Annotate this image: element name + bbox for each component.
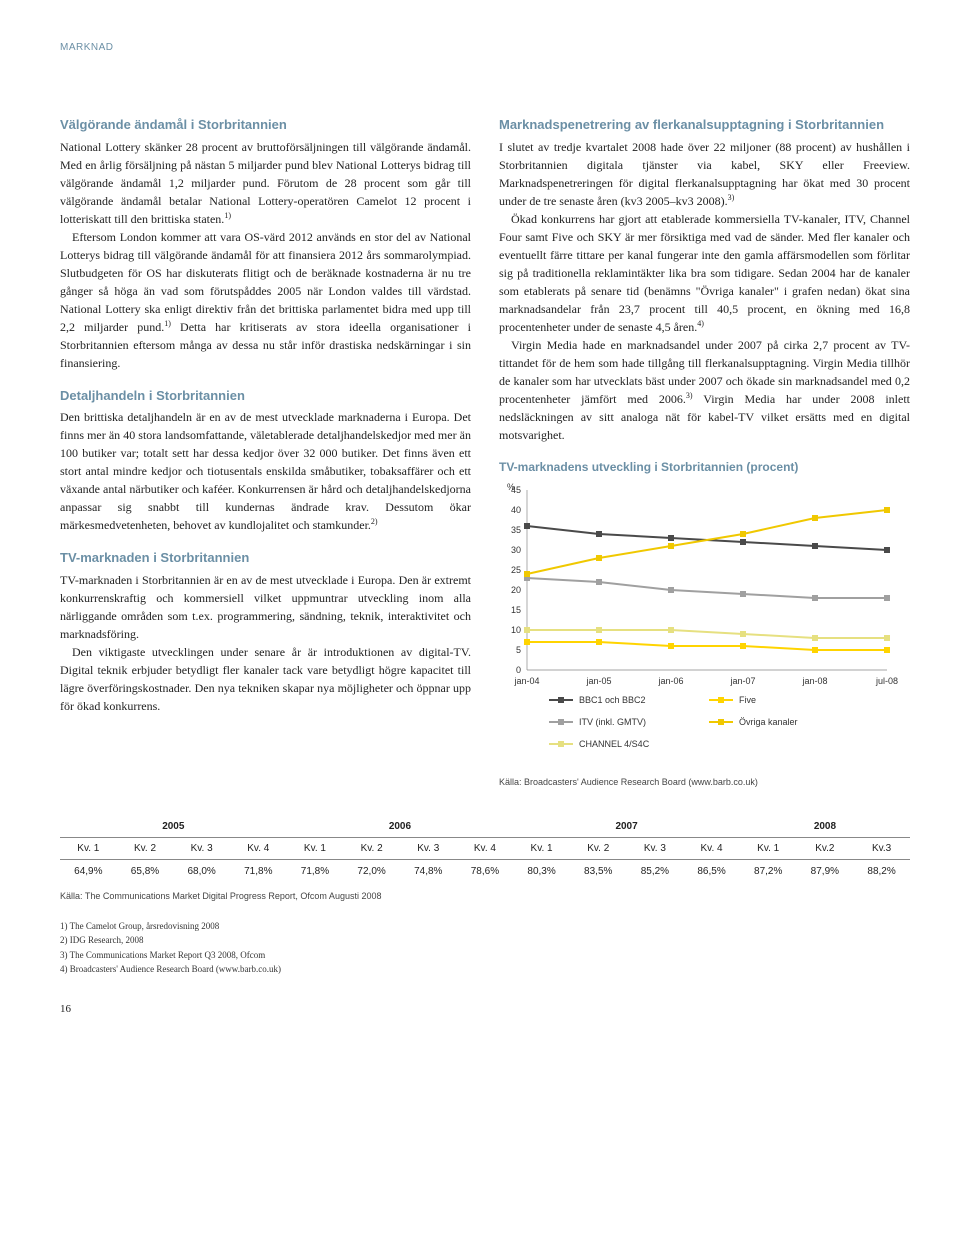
footnote: 3) The Communications Market Report Q3 2… (60, 949, 910, 963)
svg-text:15: 15 (511, 605, 521, 615)
heading-charity: Välgörande ändamål i Storbritannien (60, 115, 471, 135)
svg-text:25: 25 (511, 565, 521, 575)
svg-text:40: 40 (511, 505, 521, 515)
footnote: 2) IDG Research, 2008 (60, 934, 910, 948)
heading-penetration: Marknadspenetrering av flerkanalsupptagn… (499, 115, 910, 135)
para-tv-1: TV-marknaden i Storbritannien är en av d… (60, 571, 471, 643)
chart-title: TV-marknadens utveckling i Storbritannie… (499, 458, 910, 476)
svg-text:30: 30 (511, 545, 521, 555)
chart-source: Källa: Broadcasters' Audience Research B… (499, 776, 910, 790)
heading-tv-market: TV-marknaden i Storbritannien (60, 548, 471, 568)
table-source: Källa: The Communications Market Digital… (60, 890, 910, 904)
section-label: MARKNAD (60, 40, 910, 55)
para-retail: Den brittiska detaljhandeln är en av de … (60, 408, 471, 534)
svg-text:jan-04: jan-04 (513, 676, 539, 686)
svg-text:BBC1 och BBC2: BBC1 och BBC2 (579, 695, 646, 705)
svg-text:20: 20 (511, 585, 521, 595)
page-number: 16 (60, 1001, 910, 1018)
para-pen-3: Virgin Media hade en marknadsandel under… (499, 336, 910, 444)
svg-text:jul-08: jul-08 (875, 676, 898, 686)
svg-text:jan-06: jan-06 (657, 676, 683, 686)
svg-text:ITV (inkl. GMTV): ITV (inkl. GMTV) (579, 717, 646, 727)
svg-text:5: 5 (516, 645, 521, 655)
svg-text:Five: Five (739, 695, 756, 705)
line-chart: %051015202530354045jan-04jan-05jan-06jan… (499, 480, 899, 770)
two-column-layout: Välgörande ändamål i Storbritannien Nati… (60, 115, 910, 789)
para-tv-2: Den viktigaste utvecklingen under senare… (60, 643, 471, 715)
footnote: 4) Broadcasters' Audience Research Board… (60, 963, 910, 977)
quarterly-table: 2005200620072008Kv. 1Kv. 2Kv. 3Kv. 4Kv. … (60, 817, 910, 882)
para-charity-1: National Lottery skänker 28 procent av b… (60, 138, 471, 228)
footnote: 1) The Camelot Group, årsredovisning 200… (60, 920, 910, 934)
para-pen-1: I slutet av tredje kvartalet 2008 hade ö… (499, 138, 910, 210)
svg-text:35: 35 (511, 525, 521, 535)
footnotes: 1) The Camelot Group, årsredovisning 200… (60, 920, 910, 977)
svg-text:Övriga kanaler: Övriga kanaler (739, 717, 798, 727)
para-charity-2: Eftersom London kommer att vara OS-värd … (60, 228, 471, 372)
right-column: Marknadspenetrering av flerkanalsupptagn… (499, 115, 910, 789)
para-pen-2: Ökad konkurrens har gjort att etablerade… (499, 210, 910, 336)
svg-text:45: 45 (511, 485, 521, 495)
svg-text:jan-08: jan-08 (801, 676, 827, 686)
svg-text:10: 10 (511, 625, 521, 635)
heading-retail: Detaljhandeln i Storbritannien (60, 386, 471, 406)
svg-text:CHANNEL 4/S4C: CHANNEL 4/S4C (579, 739, 650, 749)
chart-container: %051015202530354045jan-04jan-05jan-06jan… (499, 480, 910, 770)
svg-text:jan-05: jan-05 (585, 676, 611, 686)
svg-text:jan-07: jan-07 (729, 676, 755, 686)
svg-text:0: 0 (516, 665, 521, 675)
data-table-wrap: 2005200620072008Kv. 1Kv. 2Kv. 3Kv. 4Kv. … (60, 817, 910, 904)
left-column: Välgörande ändamål i Storbritannien Nati… (60, 115, 471, 789)
